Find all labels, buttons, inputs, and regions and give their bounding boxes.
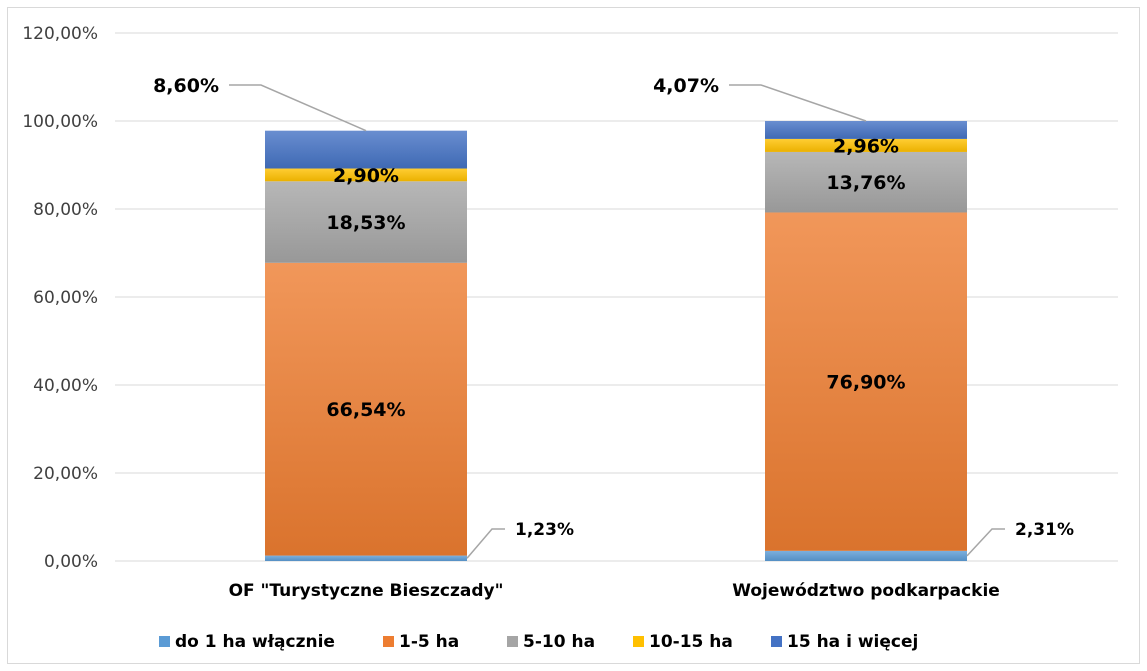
y-tick-label: 60,00%	[33, 288, 98, 308]
leader-line	[466, 528, 505, 559]
leader-line	[229, 84, 367, 132]
data-labels: 1,23% 66,54% 18,53% 2,90% 8,60% 2,31% 76,90% 13…	[153, 75, 1074, 559]
y-tick-label: 80,00%	[33, 200, 98, 220]
bar-5-10-ha-1	[265, 181, 467, 263]
data-label: 66,54%	[326, 399, 405, 421]
legend-swatch-5-10-ha	[507, 636, 518, 647]
legend-swatch-15-ha-i-wiecej	[771, 636, 782, 647]
legend-swatch-10-15-ha	[633, 636, 644, 647]
legend-label: do 1 ha włącznie	[175, 632, 335, 652]
bar-do-1-ha-wlacznie-1	[265, 555, 467, 561]
legend-label: 1-5 ha	[399, 632, 459, 652]
data-label: 13,76%	[826, 172, 905, 194]
y-axis: 0,00% 20,00% 40,00% 60,00% 80,00% 100,00% 120,…	[22, 24, 98, 572]
y-tick-label: 100,00%	[22, 112, 98, 132]
data-label: 1,23%	[515, 520, 574, 540]
data-label: 4,07%	[653, 75, 719, 97]
leader-line	[729, 84, 867, 122]
x-category-label: OF "Turystyczne Bieszczady"	[229, 581, 504, 601]
legend-label: 10-15 ha	[649, 632, 733, 652]
bar-1-5-ha-1	[265, 262, 467, 556]
data-label: 76,90%	[826, 372, 905, 394]
legend-label: 15 ha i więcej	[787, 632, 918, 652]
legend-swatch-1-5-ha	[383, 636, 394, 647]
data-label: 2,90%	[333, 165, 399, 187]
bar-5-10-ha-2	[765, 151, 967, 213]
x-category-label: Województwo podkarpackie	[732, 581, 1000, 601]
x-axis: OF "Turystyczne Bieszczady" Województwo p…	[229, 581, 1000, 601]
y-tick-label: 0,00%	[44, 552, 98, 572]
bar-10-15-ha-1	[265, 168, 467, 182]
bar-10-15-ha-2	[765, 138, 967, 152]
bar-15-ha-i-wiecej-1	[265, 130, 467, 169]
bar-do-1-ha-wlacznie-2	[765, 550, 967, 561]
bar-15-ha-i-wiecej-2	[765, 121, 967, 139]
bar-1-5-ha-2	[765, 212, 967, 551]
bars	[265, 121, 967, 561]
y-tick-label: 20,00%	[33, 464, 98, 484]
leader-line	[966, 528, 1005, 557]
legend-label: 5-10 ha	[523, 632, 595, 652]
data-label: 8,60%	[153, 75, 219, 97]
data-label: 2,31%	[1015, 520, 1074, 540]
legend-swatch-do-1-ha-wlacznie	[159, 636, 170, 647]
legend: do 1 ha włącznie 1-5 ha 5-10 ha 10-15 ha 15 …	[159, 632, 918, 652]
data-label: 2,96%	[833, 135, 899, 157]
y-tick-label: 40,00%	[33, 376, 98, 396]
y-tick-label: 120,00%	[22, 24, 98, 44]
data-label: 18,53%	[326, 212, 405, 234]
